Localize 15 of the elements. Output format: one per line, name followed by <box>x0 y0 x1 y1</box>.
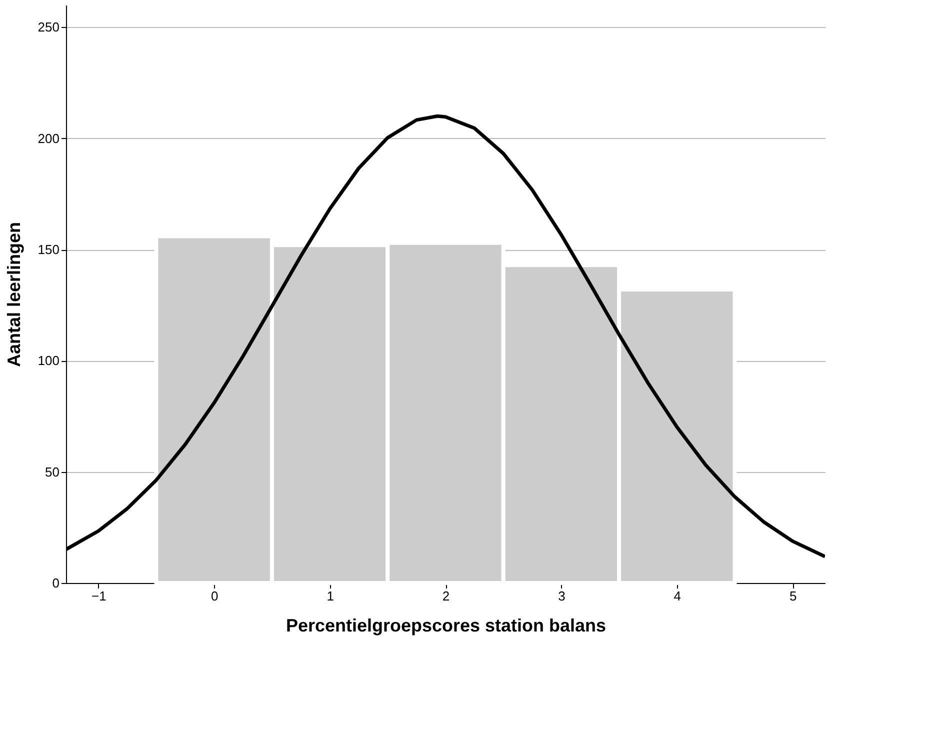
y-tick-label: 0 <box>52 576 60 590</box>
x-axis-title: Percentielgroepscores station balans <box>286 616 606 636</box>
x-tick-label: −1 <box>91 588 106 604</box>
x-tick-label: 2 <box>442 588 450 604</box>
x-tick-label: 1 <box>326 588 334 604</box>
x-tick-label: 0 <box>210 588 218 604</box>
x-tick-label: 5 <box>789 588 797 604</box>
x-tick-label: 3 <box>558 588 566 604</box>
y-tick-label: 250 <box>38 20 60 35</box>
y-tick-label: 50 <box>45 464 60 480</box>
y-tick-label: 200 <box>38 130 60 146</box>
y-tick-label: 150 <box>38 242 60 258</box>
x-tick-label: 4 <box>674 588 682 604</box>
y-tick-label: 100 <box>38 353 60 368</box>
y-axis-title: Aantal leerlingen <box>4 222 24 368</box>
